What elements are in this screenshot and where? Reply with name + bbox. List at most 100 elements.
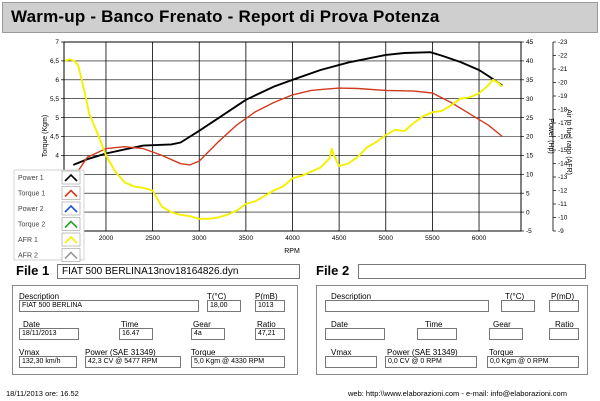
file1-label: File 1	[16, 263, 50, 278]
time-field	[417, 328, 457, 340]
afr-tick-label: -9	[558, 228, 564, 235]
x-axis-label: RPM	[284, 248, 300, 255]
power-label: Power (SAE 31349)	[85, 348, 156, 357]
file1-name-field[interactable]: FIAT 500 BERLINA13nov18164826.dyn	[57, 264, 300, 279]
power-tick-label: 45	[526, 39, 534, 46]
temperature-label: T(°C)	[505, 292, 525, 301]
legend-swatch	[64, 204, 78, 213]
series-line-afr-1	[64, 58, 503, 220]
gear-field	[489, 328, 523, 340]
legend-label: Torque 2	[18, 222, 45, 229]
afr-tick-label: -16	[558, 134, 568, 141]
pressure-label: P(mD)	[551, 292, 575, 301]
temperature-field	[501, 300, 535, 312]
report-title-bar: Warm-up - Banco Frenato - Report di Prov…	[2, 2, 598, 33]
afr-tick-label: -20	[558, 80, 568, 87]
date-field: 18/11/2013	[19, 328, 79, 340]
report-datetime: 18/11/2013 ore: 16.52	[6, 389, 79, 398]
ratio-label: Ratio	[257, 320, 276, 329]
date-label: Date	[331, 320, 348, 329]
power-tick-label: -5	[526, 228, 532, 235]
power-field: 0,0 CV @ 0 RPM	[385, 356, 477, 368]
temperature-field: 18,00	[207, 300, 241, 312]
gear-field: 4a	[191, 328, 225, 340]
power-tick-label: 35	[526, 77, 534, 84]
ratio-field: 47,21	[255, 328, 285, 340]
legend-swatch	[64, 189, 78, 198]
power-axis-label: Power (Hp)	[547, 118, 554, 153]
x-tick-label: 5000	[379, 235, 394, 242]
power-tick-label: 0	[526, 209, 530, 216]
afr-tick-label: -10	[558, 215, 568, 222]
x-tick-label: 2500	[145, 235, 160, 242]
report-title: Warm-up - Banco Frenato - Report di Prov…	[11, 7, 440, 26]
torque-field: 0,0 Kgm @ 0 RPM	[487, 356, 579, 368]
legend-swatch	[64, 251, 78, 260]
torque-tick-label: 4	[55, 153, 59, 160]
power-tick-label: 15	[526, 153, 534, 160]
pressure-field: 1013	[255, 300, 285, 312]
torque-tick-label: 6	[55, 77, 59, 84]
date-label: Date	[23, 320, 40, 329]
vmax-field	[325, 356, 377, 368]
legend-swatch-box	[61, 201, 81, 216]
power-tick-label: 5	[526, 190, 530, 197]
contact-info: web: http:\\www.elaborazioni.com - e-mai…	[348, 389, 567, 398]
file2-panel: Description T(°C) P(mD) Date Time Gear R…	[316, 285, 588, 375]
afr-tick-label: -18	[558, 107, 568, 114]
legend-label: Power 1	[18, 175, 44, 182]
power-tick-label: 40	[526, 58, 534, 65]
afr-tick-label: -23	[558, 39, 568, 46]
legend-swatch-box	[61, 248, 81, 262]
x-tick-label: 5500	[425, 235, 440, 242]
power-tick-label: 20	[526, 134, 534, 141]
legend-swatch	[64, 173, 78, 182]
description-label: Description	[19, 292, 60, 301]
gear-label: Gear	[493, 320, 511, 329]
legend-label: Torque 1	[18, 191, 45, 198]
x-tick-label: 3500	[239, 235, 254, 242]
afr-tick-label: -17	[558, 120, 568, 127]
ratio-field	[549, 328, 579, 340]
legend-swatch	[64, 235, 78, 244]
torque-tick-label: 4,5	[50, 134, 59, 141]
vmax-label: Vmax	[331, 348, 352, 357]
description-field: FIAT 500 BERLINA	[19, 300, 199, 312]
series-line-power-1	[72, 51, 503, 166]
temperature-label: T(°C)	[207, 292, 227, 301]
description-label: Description	[331, 292, 372, 301]
legend-label: AFR 2	[18, 253, 38, 260]
description-field	[325, 300, 489, 312]
afr-tick-label: -19	[558, 93, 568, 100]
torque-tick-label: 5	[55, 115, 59, 122]
x-tick-label: 3000	[192, 235, 207, 242]
x-tick-label: 4500	[332, 235, 347, 242]
torque-tick-label: 5,5	[50, 96, 59, 103]
power-tick-label: 10	[526, 172, 534, 179]
torque-tick-label: 7	[55, 39, 59, 46]
time-label: Time	[121, 320, 139, 329]
afr-tick-label: -15	[558, 147, 568, 154]
file2-name-field[interactable]	[358, 264, 586, 279]
x-tick-label: 2000	[99, 235, 114, 242]
power-field: 42,3 CV @ 5477 RPM	[85, 356, 181, 368]
file2-label: File 2	[316, 263, 350, 278]
vmax-label: Vmax	[19, 348, 40, 357]
legend-swatch-box	[61, 186, 81, 200]
torque-label: Torque	[489, 348, 514, 357]
time-label: Time	[425, 320, 443, 329]
series-line-torque-1	[66, 87, 503, 196]
afr-tick-label: -12	[558, 188, 568, 195]
power-label: Power (SAE 31349)	[387, 348, 458, 357]
x-tick-label: 6000	[472, 235, 487, 242]
legend-label: AFR 1	[18, 237, 38, 244]
gear-label: Gear	[193, 320, 211, 329]
torque-tick-label: 6,5	[50, 58, 59, 65]
legend-swatch-box	[61, 170, 81, 185]
legend-swatch-box	[61, 217, 81, 231]
afr-axis-label: Air to fuel ratio (AFR)	[565, 109, 572, 175]
power-tick-label: 30	[526, 96, 534, 103]
afr-tick-label: -21	[558, 66, 568, 73]
legend-swatch-box	[61, 232, 81, 247]
afr-tick-label: -22	[558, 53, 568, 60]
